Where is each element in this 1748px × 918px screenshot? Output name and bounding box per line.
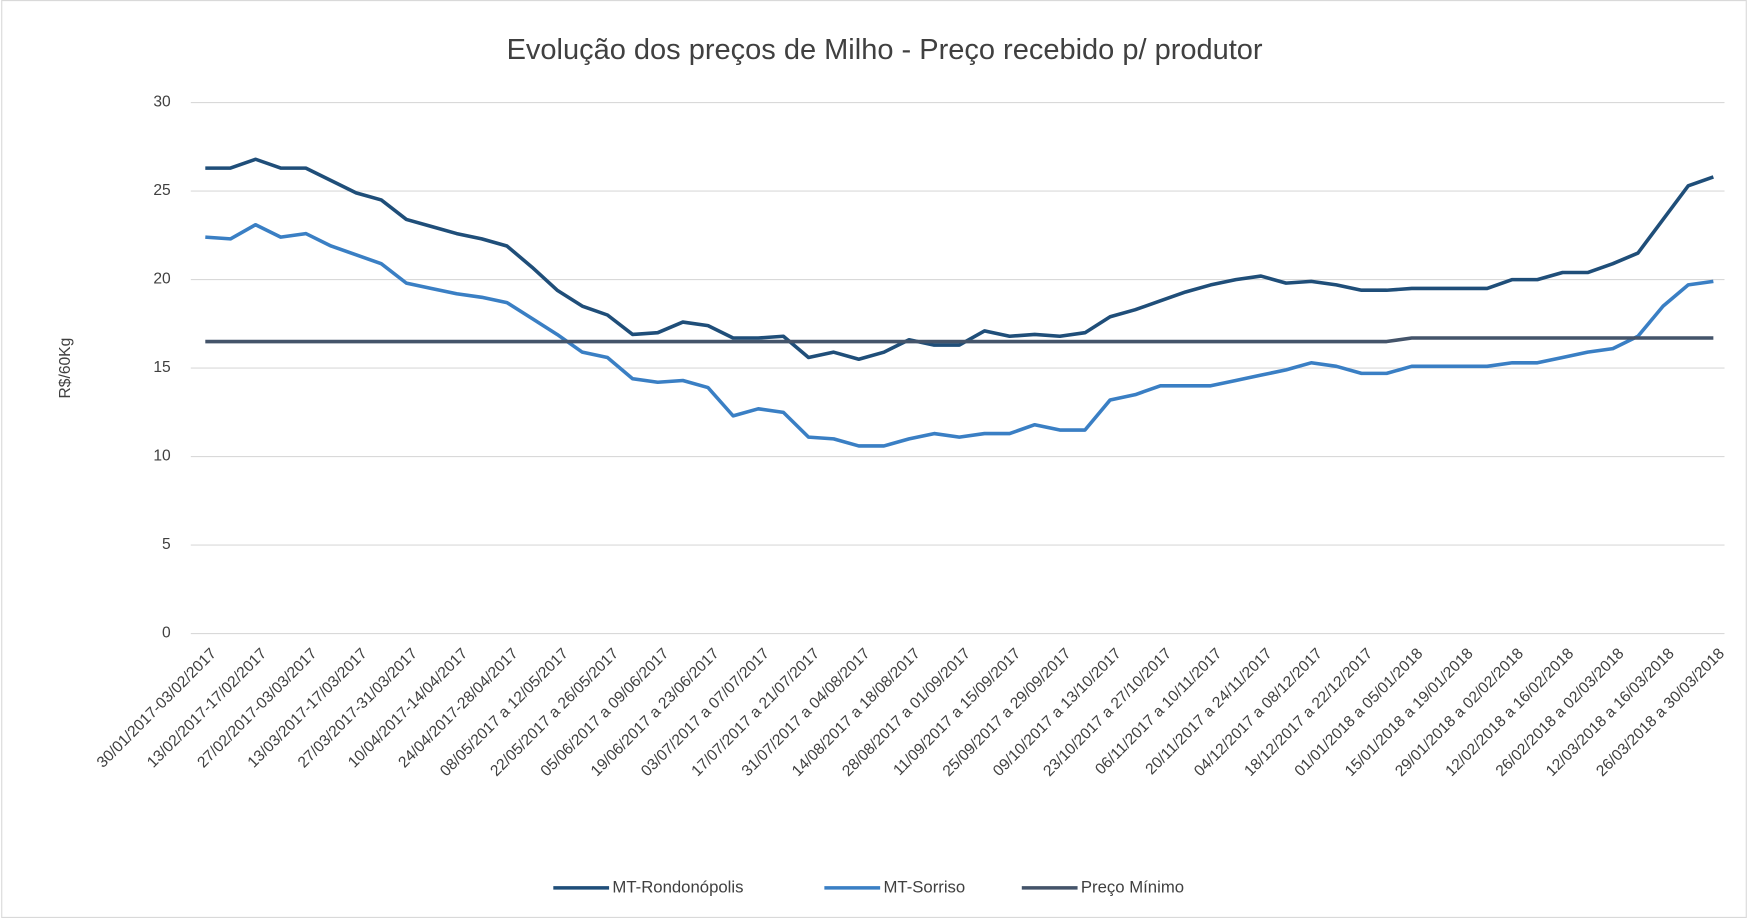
y-tick-label: 30 [153, 94, 171, 111]
y-tick-label: 20 [153, 271, 171, 288]
y-axis-label: R$/60Kg [57, 338, 74, 399]
y-tick-label: 5 [162, 536, 171, 553]
legend-label: Preço Mínimo [1081, 877, 1184, 896]
legend-label: MT-Sorriso [883, 877, 965, 896]
y-tick-label: 15 [153, 359, 171, 376]
y-tick-label: 0 [162, 625, 171, 642]
y-tick-label: 25 [153, 182, 171, 199]
line-series [205, 336, 1714, 344]
y-tick-label: 10 [153, 448, 171, 465]
line-series [205, 157, 1714, 362]
chart-title: Evolução dos preços de Milho - Preço rec… [507, 34, 1263, 66]
legend-label: MT-Rondonópolis [612, 877, 743, 896]
line-series [205, 222, 1714, 448]
